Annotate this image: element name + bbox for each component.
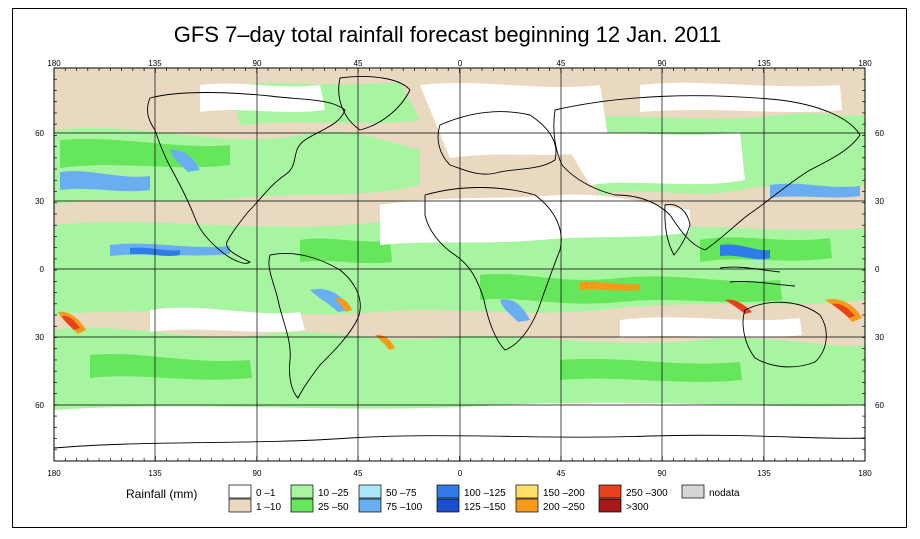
bottom-lon-label: 180: [858, 469, 872, 478]
europe-outline: [437, 111, 557, 175]
right-lat-label: 30: [875, 197, 884, 206]
legend-swatch-25-50: [290, 498, 314, 513]
legend-swatch-250-300: [598, 484, 622, 499]
bottom-longitude-labels: 180 135 90 45 0 45 90 135 180: [47, 469, 872, 478]
indonesia-outline: [719, 266, 796, 287]
top-lon-label: 135: [148, 59, 162, 68]
top-lon-label: 45: [354, 59, 363, 68]
legend-title: Rainfall (mm): [126, 487, 198, 501]
right-lat-label: 60: [875, 401, 884, 410]
south-america-outline: [268, 253, 361, 399]
rain-band-50-100: [60, 149, 860, 322]
bottom-lon-label: 90: [658, 469, 667, 478]
bottom-lon-label: 0: [458, 469, 463, 478]
top-lon-label: 45: [557, 59, 566, 68]
legend-swatch-nodata: [681, 484, 705, 499]
legend-swatch-75-100: [358, 498, 382, 513]
africa-outline: [424, 187, 562, 351]
legend-label: 1 –10: [256, 502, 281, 513]
legend-label: 75 –100: [386, 502, 423, 513]
legend-label: 10 –25: [318, 488, 349, 499]
axis-ticks: [53, 67, 866, 462]
north-america-outline: [147, 92, 346, 264]
legend-swatch-200-250: [515, 498, 539, 513]
legend-label: 250 –300: [626, 488, 668, 499]
coastlines: [54, 76, 865, 449]
top-lon-label: 90: [658, 59, 667, 68]
australia-outline: [742, 301, 827, 368]
right-lat-label: 30: [875, 333, 884, 342]
asia-outline: [553, 95, 861, 251]
left-lat-label: 30: [35, 197, 44, 206]
top-lon-label: 180: [47, 59, 61, 68]
left-lat-label: 60: [35, 129, 44, 138]
top-longitude-labels: 180 135 90 45 0 45 90 135 180: [47, 59, 872, 68]
legend-label: 150 –200: [543, 488, 585, 499]
graticule: [54, 68, 865, 461]
legend-swatch-150-200: [515, 484, 539, 499]
antarctica-outline: [54, 434, 865, 449]
legend-swatch-100-125: [436, 484, 460, 499]
greenland-outline: [338, 76, 411, 131]
top-lon-label: 90: [253, 59, 262, 68]
legend-label: 50 –75: [386, 488, 417, 499]
legend-label: 200 –250: [543, 502, 585, 513]
india-outline: [664, 204, 691, 256]
bottom-lon-label: 180: [47, 469, 61, 478]
legend-label: 25 –50: [318, 502, 349, 513]
legend-label: nodata: [709, 488, 740, 499]
right-lat-label: 0: [875, 265, 880, 274]
rain-band-150-300: [58, 281, 862, 350]
legend-swatch-0-1: [228, 484, 252, 499]
left-lat-label: 30: [35, 333, 44, 342]
legend-swatch-10-25: [290, 484, 314, 499]
right-latitude-labels: 60 30 0 30 60: [875, 129, 884, 410]
legend-label: >300: [626, 502, 649, 513]
bottom-lon-label: 135: [148, 469, 162, 478]
top-lon-label: 0: [458, 59, 463, 68]
map-title: GFS 7–day total rainfall forecast beginn…: [173, 22, 722, 47]
legend-labels: 0 –1 1 –10 10 –25 25 –50 50 –75 75 –100 …: [256, 488, 740, 513]
legend-swatch-over-300: [598, 498, 622, 513]
legend-label: 0 –1: [256, 488, 276, 499]
left-lat-label: 60: [35, 401, 44, 410]
right-lat-label: 60: [875, 129, 884, 138]
legend-swatch-50-75: [358, 484, 382, 499]
figure-frame: [12, 8, 907, 528]
bottom-lon-label: 45: [354, 469, 363, 478]
left-latitude-labels: 60 30 0 30 60: [35, 129, 44, 410]
legend-swatch-1-10: [228, 498, 252, 513]
legend-swatches: [228, 484, 705, 513]
legend-label: 100 –125: [464, 488, 506, 499]
legend-swatch-125-150: [436, 498, 460, 513]
bottom-lon-label: 90: [253, 469, 262, 478]
top-lon-label: 180: [858, 59, 872, 68]
legend-label: 125 –150: [464, 502, 506, 513]
top-lon-label: 135: [757, 59, 771, 68]
bottom-lon-label: 45: [557, 469, 566, 478]
left-lat-label: 0: [40, 265, 45, 274]
bottom-lon-label: 135: [757, 469, 771, 478]
